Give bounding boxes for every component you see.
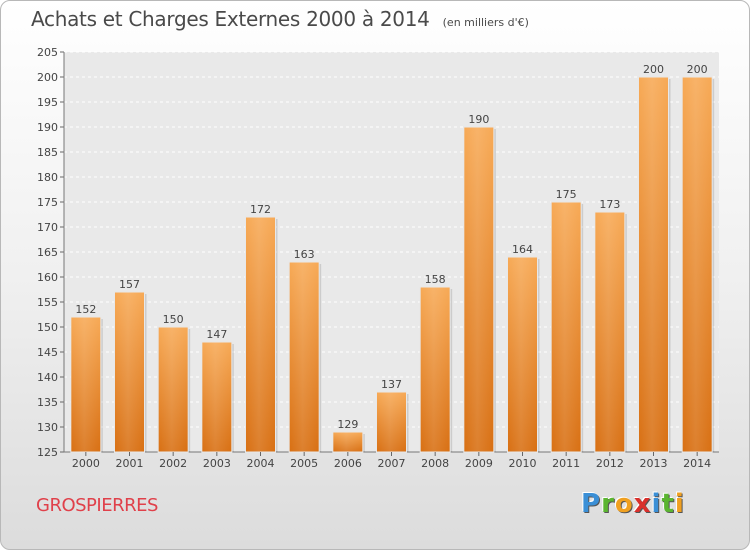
y-tick-label: 135 [37, 396, 58, 409]
x-tick-label: 2011 [552, 457, 580, 470]
bar-value-label: 164 [512, 243, 533, 256]
x-tick-label: 2006 [334, 457, 362, 470]
bar-value-label: 150 [163, 313, 184, 326]
bar-highlight [682, 77, 713, 452]
proxiti-logo[interactable]: Proxiti [581, 489, 685, 519]
bar-highlight [289, 262, 320, 452]
bar-highlight [376, 392, 407, 452]
y-tick-label: 170 [37, 221, 58, 234]
x-tick-label: 2009 [465, 457, 493, 470]
bar-group: 173 [594, 198, 627, 453]
bar-highlight [551, 202, 582, 452]
bar-group: 157 [114, 278, 147, 453]
x-tick-label: 2013 [640, 457, 668, 470]
bar-group: 158 [419, 273, 453, 453]
bar-group: 164 [507, 243, 540, 453]
bar-highlight [463, 127, 494, 452]
y-tick-label: 205 [37, 46, 58, 59]
bar-highlight [70, 317, 101, 452]
bar-group: 152 [70, 303, 103, 453]
bar-group: 175 [550, 188, 584, 453]
x-tick-label: 2008 [421, 457, 449, 470]
title-block: Achats et Charges Externes 2000 à 2014 (… [31, 7, 529, 31]
y-tick-label: 130 [37, 421, 58, 434]
x-tick-label: 2014 [683, 457, 711, 470]
bar-value-label: 163 [294, 248, 315, 261]
x-tick-label: 2007 [378, 457, 406, 470]
bar-value-label: 137 [381, 378, 402, 391]
bar-group: 190 [463, 113, 496, 453]
bar-highlight [158, 327, 189, 452]
x-tick-label: 2010 [509, 457, 537, 470]
y-tick-label: 190 [37, 121, 58, 134]
x-tick-label: 2004 [247, 457, 275, 470]
bar-group: 172 [245, 203, 278, 453]
y-tick-label: 180 [37, 171, 58, 184]
x-tick-label: 2000 [72, 457, 100, 470]
bar-value-label: 129 [337, 418, 358, 431]
y-tick-label: 150 [37, 321, 58, 334]
x-tick-label: 2002 [159, 457, 187, 470]
y-tick-label: 140 [37, 371, 58, 384]
bar-value-label: 175 [556, 188, 577, 201]
bar-highlight [507, 257, 538, 452]
bar-group: 163 [288, 248, 322, 453]
bar-group: 200 [638, 63, 671, 453]
x-tick-label: 2001 [116, 457, 144, 470]
bar-highlight [594, 212, 625, 452]
bar-highlight [201, 342, 232, 452]
y-tick-label: 145 [37, 346, 58, 359]
commune-name: GROSPIERRES [36, 495, 158, 516]
y-tick-label: 200 [37, 71, 58, 84]
bar-value-label: 190 [468, 113, 489, 126]
bar-value-label: 172 [250, 203, 271, 216]
bar-highlight [114, 292, 145, 452]
bar-value-label: 157 [119, 278, 140, 291]
bar-value-label: 200 [687, 63, 708, 76]
bar-group: 137 [376, 378, 409, 453]
bar-highlight [245, 217, 276, 452]
y-tick-label: 175 [37, 196, 58, 209]
x-axis: 2000 2001 2002 2003 2004 2005 2006 2007 2008 2009… [72, 452, 711, 470]
bar-highlight [332, 432, 363, 452]
bar-group: 147 [201, 328, 234, 453]
bar-highlight [638, 77, 669, 452]
chart-unit: (en milliers d'€) [442, 16, 529, 29]
bar-highlight [420, 287, 451, 452]
y-tick-label: 195 [37, 96, 58, 109]
bars: 152 157 150 147 172 163 129 137 158 190 164 175 173 2… [70, 63, 715, 453]
x-tick-label: 2012 [596, 457, 624, 470]
y-tick-label: 160 [37, 271, 58, 284]
bar-value-label: 147 [206, 328, 227, 341]
y-tick-label: 185 [37, 146, 58, 159]
bar-value-label: 152 [75, 303, 96, 316]
y-tick-label: 165 [37, 246, 58, 259]
bar-value-label: 158 [425, 273, 446, 286]
bar-value-label: 200 [643, 63, 664, 76]
y-tick-label: 155 [37, 296, 58, 309]
chart-title: Achats et Charges Externes 2000 à 2014 [31, 7, 430, 31]
x-tick-label: 2005 [290, 457, 318, 470]
x-tick-label: 2003 [203, 457, 231, 470]
bar-group: 129 [332, 418, 365, 453]
bar-value-label: 173 [599, 198, 620, 211]
bar-group: 200 [681, 63, 715, 453]
y-tick-label: 125 [37, 446, 58, 459]
bar-group: 150 [157, 313, 191, 453]
